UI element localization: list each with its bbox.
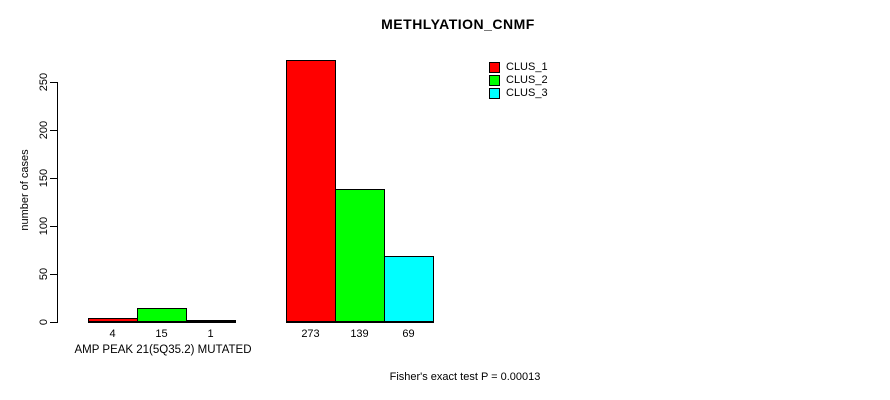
- legend-swatch: [489, 62, 500, 73]
- y-tick-mark: [50, 82, 57, 83]
- legend: CLUS_1 CLUS_2 CLUS_3: [489, 62, 548, 101]
- y-axis-line: [57, 82, 58, 323]
- y-tick-label: 250: [38, 72, 50, 92]
- y-tick-label: 0: [38, 318, 50, 326]
- legend-label: CLUS_1: [506, 61, 548, 73]
- legend-label: CLUS_2: [506, 74, 548, 86]
- y-tick-label: 200: [38, 120, 50, 140]
- bar: [384, 256, 434, 322]
- bar-value-label: 69: [402, 328, 415, 340]
- chart-title: METHLYATION_CNMF: [381, 16, 535, 32]
- x-axis-group-label: AMP PEAK 21(5Q35.2) MUTATED: [74, 344, 252, 356]
- bar-value-label: 1: [207, 328, 214, 340]
- bar-value-label: 15: [155, 328, 168, 340]
- legend-row: CLUS_1: [489, 62, 548, 73]
- y-tick-mark: [50, 130, 57, 131]
- legend-row: CLUS_3: [489, 88, 548, 99]
- y-tick-label: 50: [38, 267, 50, 281]
- fisher-test-annotation: Fisher's exact test P = 0.00013: [389, 371, 541, 383]
- legend-row: CLUS_2: [489, 75, 548, 86]
- legend-swatch: [489, 88, 500, 99]
- bar-value-label: 4: [109, 328, 116, 340]
- y-tick-mark: [50, 274, 57, 275]
- bar-value-label: 273: [301, 328, 320, 340]
- y-tick-mark: [50, 226, 57, 227]
- bar-value-label: 139: [350, 328, 369, 340]
- bar: [137, 308, 187, 322]
- y-tick-label: 150: [38, 168, 50, 188]
- bar: [286, 60, 336, 322]
- y-tick-label: 100: [38, 216, 50, 236]
- y-tick-mark: [50, 178, 57, 179]
- legend-swatch: [489, 75, 500, 86]
- legend-label: CLUS_3: [506, 87, 548, 99]
- group-baseline: [286, 321, 434, 323]
- y-tick-mark: [50, 322, 57, 323]
- y-axis-label: number of cases: [19, 149, 31, 231]
- group-baseline: [88, 321, 236, 323]
- bar: [335, 189, 385, 322]
